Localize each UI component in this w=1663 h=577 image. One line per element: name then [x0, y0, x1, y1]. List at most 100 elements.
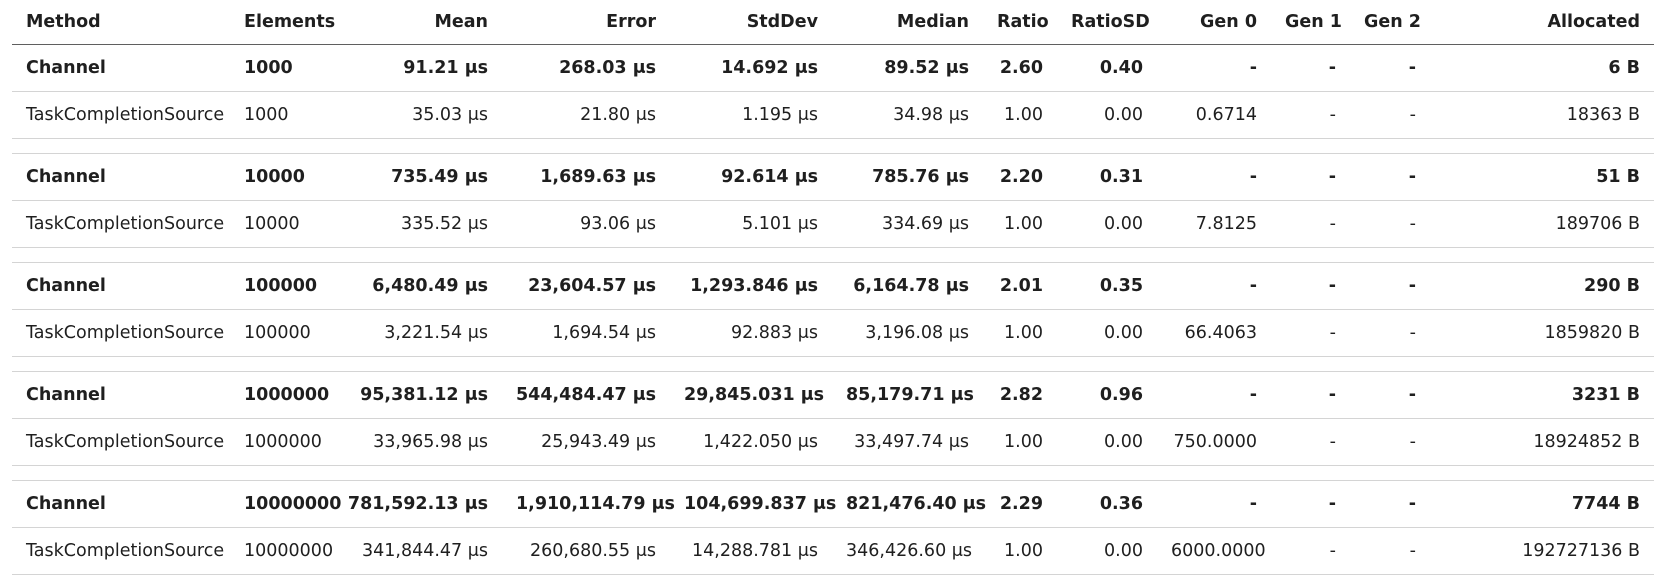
cell-gen0: 0.6714	[1157, 91, 1271, 139]
cell-elements: 10000000	[230, 527, 333, 575]
cell-method: Channel	[12, 371, 230, 419]
cell-elements: 100000	[230, 309, 330, 357]
cell-gen2: -	[1350, 418, 1430, 466]
cell-error: 25,943.49 μs	[502, 418, 670, 466]
cell-stddev: 1.195 μs	[670, 91, 832, 139]
cell-ratio: 2.29	[983, 480, 1057, 528]
cell-ratiosd: 0.96	[1057, 371, 1157, 419]
cell-ratio: 2.82	[983, 371, 1057, 419]
cell-error: 544,484.47 μs	[502, 371, 670, 419]
cell-gen2: -	[1350, 91, 1430, 139]
cell-allocated: 189706 B	[1430, 200, 1654, 248]
column-header-error: Error	[502, 0, 670, 45]
column-header-elements: Elements	[230, 0, 335, 45]
cell-median: 34.98 μs	[832, 91, 983, 139]
cell-median: 785.76 μs	[832, 153, 983, 201]
cell-median: 6,164.78 μs	[832, 262, 983, 310]
cell-ratiosd: 0.35	[1057, 262, 1157, 310]
cell-gen1: -	[1271, 200, 1350, 248]
cell-mean: 341,844.47 μs	[330, 527, 502, 575]
cell-gen1: -	[1271, 262, 1350, 310]
cell-median: 89.52 μs	[832, 44, 983, 92]
cell-stddev: 1,293.846 μs	[670, 262, 832, 310]
cell-ratio: 1.00	[983, 309, 1057, 357]
cell-gen1: -	[1271, 480, 1350, 528]
column-header-gen0: Gen 0	[1157, 0, 1271, 45]
table-row: TaskCompletionSource 10000000 341,844.47 μ…	[12, 527, 1654, 575]
cell-ratiosd: 0.00	[1057, 527, 1157, 575]
cell-elements: 1000000	[230, 371, 330, 419]
cell-stddev: 92.614 μs	[670, 153, 832, 201]
cell-ratio: 1.00	[983, 91, 1057, 139]
column-header-mean: Mean	[330, 0, 502, 45]
table-body: Channel 1000 91.21 μs 268.03 μs 14.692 μs 89.…	[12, 44, 1654, 575]
cell-error: 1,694.54 μs	[502, 309, 670, 357]
cell-ratio: 2.01	[983, 262, 1057, 310]
cell-gen1: -	[1271, 309, 1350, 357]
cell-gen1: -	[1271, 371, 1350, 419]
cell-median: 85,179.71 μs	[832, 371, 983, 419]
cell-method: TaskCompletionSource	[12, 527, 230, 575]
table-row: Channel 1000000 95,381.12 μs 544,484.47 μs 2…	[12, 371, 1654, 419]
cell-gen1: -	[1271, 153, 1350, 201]
cell-gen2: -	[1350, 527, 1430, 575]
table-row: TaskCompletionSource 1000000 33,965.98 μs 2…	[12, 418, 1654, 466]
cell-gen1: -	[1271, 418, 1350, 466]
cell-gen0: -	[1157, 262, 1271, 310]
cell-elements: 10000000	[230, 480, 341, 528]
cell-ratiosd: 0.40	[1057, 44, 1157, 92]
cell-error: 1,689.63 μs	[502, 153, 670, 201]
cell-mean: 781,592.13 μs	[330, 480, 502, 528]
cell-ratiosd: 0.00	[1057, 200, 1157, 248]
cell-allocated: 6 B	[1430, 44, 1654, 92]
column-header-ratio: Ratio	[983, 0, 1057, 45]
cell-stddev: 92.883 μs	[670, 309, 832, 357]
cell-allocated: 51 B	[1430, 153, 1654, 201]
cell-allocated: 18363 B	[1430, 91, 1654, 139]
cell-ratio: 1.00	[983, 527, 1057, 575]
cell-gen0: -	[1157, 153, 1271, 201]
cell-method: TaskCompletionSource	[12, 91, 230, 139]
cell-mean: 335.52 μs	[330, 200, 502, 248]
column-header-method: Method	[12, 0, 230, 45]
cell-allocated: 290 B	[1430, 262, 1654, 310]
cell-method: Channel	[12, 480, 230, 528]
benchmark-table-container: Method Elements Mean Error StdDev Median…	[12, 0, 1654, 575]
cell-median: 346,426.60 μs	[832, 527, 983, 575]
table-row: Channel 10000 735.49 μs 1,689.63 μs 92.614 μ…	[12, 153, 1654, 201]
group-spacer	[12, 465, 1654, 481]
group-spacer	[12, 356, 1654, 372]
column-header-median: Median	[832, 0, 983, 45]
cell-stddev: 14,288.781 μs	[670, 527, 832, 575]
cell-mean: 6,480.49 μs	[330, 262, 502, 310]
cell-mean: 3,221.54 μs	[330, 309, 502, 357]
cell-mean: 735.49 μs	[330, 153, 502, 201]
table-row: Channel 1000 91.21 μs 268.03 μs 14.692 μs 89.…	[12, 44, 1654, 92]
cell-elements: 100000	[230, 262, 330, 310]
cell-elements: 1000000	[230, 418, 330, 466]
cell-stddev: 14.692 μs	[670, 44, 832, 92]
column-header-allocated: Allocated	[1430, 0, 1654, 45]
cell-mean: 95,381.12 μs	[330, 371, 502, 419]
cell-gen0: -	[1157, 480, 1271, 528]
cell-error: 1,910,114.79 μs	[502, 480, 675, 528]
cell-error: 23,604.57 μs	[502, 262, 670, 310]
cell-elements: 10000	[230, 153, 330, 201]
cell-ratio: 2.60	[983, 44, 1057, 92]
cell-median: 3,196.08 μs	[832, 309, 983, 357]
cell-stddev: 5.101 μs	[670, 200, 832, 248]
cell-median: 334.69 μs	[832, 200, 983, 248]
cell-error: 93.06 μs	[502, 200, 670, 248]
group-spacer-cell	[12, 247, 1654, 263]
cell-gen0: 750.0000	[1157, 418, 1271, 466]
cell-error: 268.03 μs	[502, 44, 670, 92]
table-row: TaskCompletionSource 100000 3,221.54 μs 1,6…	[12, 309, 1654, 357]
cell-gen2: -	[1350, 480, 1430, 528]
cell-elements: 1000	[230, 91, 330, 139]
cell-gen2: -	[1350, 371, 1430, 419]
cell-allocated: 192727136 B	[1430, 527, 1654, 575]
cell-error: 260,680.55 μs	[502, 527, 670, 575]
group-spacer-cell	[12, 356, 1654, 372]
cell-stddev: 1,422.050 μs	[670, 418, 832, 466]
cell-method: TaskCompletionSource	[12, 418, 230, 466]
